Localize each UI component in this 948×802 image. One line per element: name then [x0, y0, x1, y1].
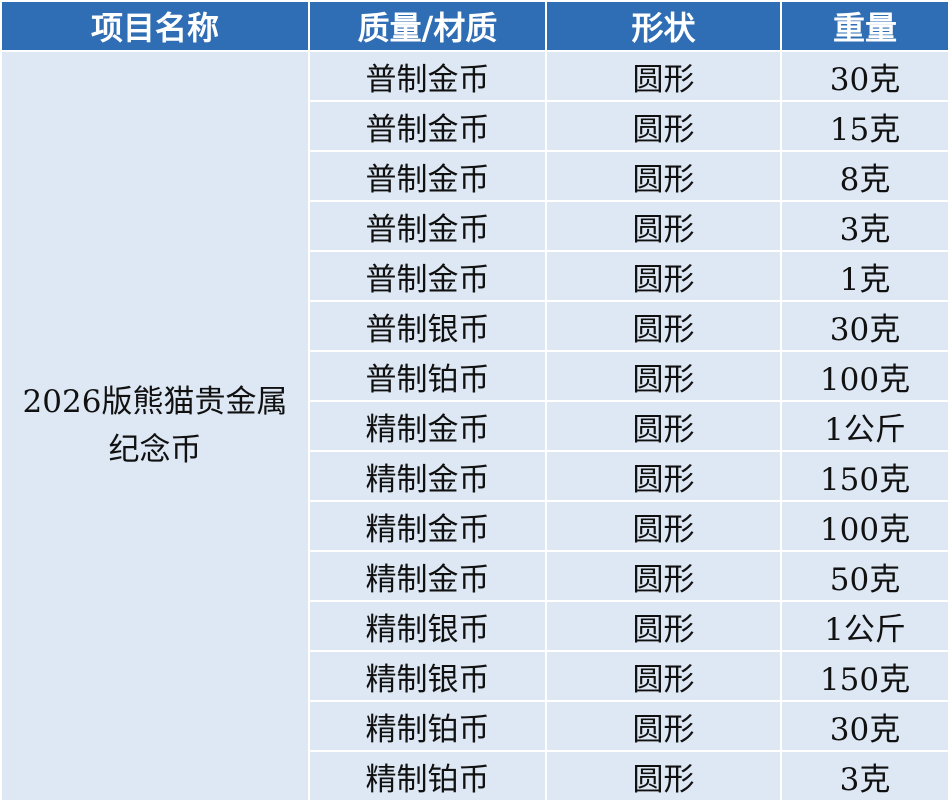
shape-cell: 圆形	[545, 350, 782, 402]
shape-cell: 圆形	[545, 100, 782, 152]
table-row: 精制金币 圆形 1公斤	[1, 400, 948, 452]
header-shape: 形状	[545, 0, 782, 52]
shape-cell: 圆形	[545, 400, 782, 452]
weight-cell: 30克	[780, 700, 948, 752]
table-row: 精制银币 圆形 150克	[1, 650, 948, 702]
quality-cell: 普制银币	[308, 300, 547, 352]
weight-cell: 1公斤	[780, 400, 948, 452]
quality-cell: 普制金币	[308, 150, 547, 202]
shape-cell: 圆形	[545, 550, 782, 602]
weight-cell: 30克	[780, 50, 948, 102]
quality-cell: 精制金币	[308, 550, 547, 602]
header-project-name: 项目名称	[0, 0, 310, 52]
quality-cell: 普制金币	[308, 250, 547, 302]
shape-cell: 圆形	[545, 750, 782, 802]
table-row: 精制铂币 圆形 3克	[1, 750, 948, 802]
project-name-cell: 2026版熊猫贵金属纪念币	[0, 50, 310, 802]
weight-cell: 8克	[780, 150, 948, 202]
weight-cell: 30克	[780, 300, 948, 352]
quality-cell: 精制金币	[308, 400, 547, 452]
quality-cell: 精制金币	[308, 450, 547, 502]
quality-cell: 精制银币	[308, 600, 547, 652]
shape-cell: 圆形	[545, 500, 782, 552]
table-row: 精制铂币 圆形 30克	[1, 700, 948, 752]
weight-cell: 1公斤	[780, 600, 948, 652]
shape-cell: 圆形	[545, 650, 782, 702]
quality-cell: 普制铂币	[308, 350, 547, 402]
weight-cell: 100克	[780, 500, 948, 552]
quality-cell: 精制铂币	[308, 700, 547, 752]
shape-cell: 圆形	[545, 450, 782, 502]
table-row: 普制金币 圆形 8克	[1, 150, 948, 202]
weight-cell: 3克	[780, 200, 948, 252]
header-quality: 质量/材质	[308, 0, 547, 52]
shape-cell: 圆形	[545, 200, 782, 252]
shape-cell: 圆形	[545, 300, 782, 352]
weight-cell: 100克	[780, 350, 948, 402]
shape-cell: 圆形	[545, 600, 782, 652]
weight-cell: 50克	[780, 550, 948, 602]
weight-cell: 150克	[780, 650, 948, 702]
quality-cell: 普制金币	[308, 50, 547, 102]
table-row: 普制金币 圆形 1克	[1, 250, 948, 302]
shape-cell: 圆形	[545, 50, 782, 102]
weight-cell: 15克	[780, 100, 948, 152]
table-row: 精制金币 圆形 50克	[1, 550, 948, 602]
table-row: 精制金币 圆形 100克	[1, 500, 948, 552]
table-row: 普制铂币 圆形 100克	[1, 350, 948, 402]
table-row: 普制金币 圆形 3克	[1, 200, 948, 252]
quality-cell: 精制铂币	[308, 750, 547, 802]
quality-cell: 精制银币	[308, 650, 547, 702]
table-row: 普制银币 圆形 30克	[1, 300, 948, 352]
weight-cell: 1克	[780, 250, 948, 302]
shape-cell: 圆形	[545, 700, 782, 752]
header-weight: 重量	[780, 0, 948, 52]
quality-cell: 精制金币	[308, 500, 547, 552]
weight-cell: 150克	[780, 450, 948, 502]
weight-cell: 3克	[780, 750, 948, 802]
header-row: 项目名称 质量/材质 形状 重量	[0, 0, 948, 52]
table-row: 普制金币 圆形 15克	[1, 100, 948, 152]
table-row: 精制银币 圆形 1公斤	[1, 600, 948, 652]
table-row: 2026版熊猫贵金属纪念币 普制金币 圆形 30克	[0, 50, 948, 802]
table-row: 精制金币 圆形 150克	[1, 450, 948, 502]
quality-cell: 普制金币	[308, 100, 547, 152]
shape-cell: 圆形	[545, 150, 782, 202]
shape-cell: 圆形	[545, 250, 782, 302]
quality-cell: 普制金币	[308, 200, 547, 252]
